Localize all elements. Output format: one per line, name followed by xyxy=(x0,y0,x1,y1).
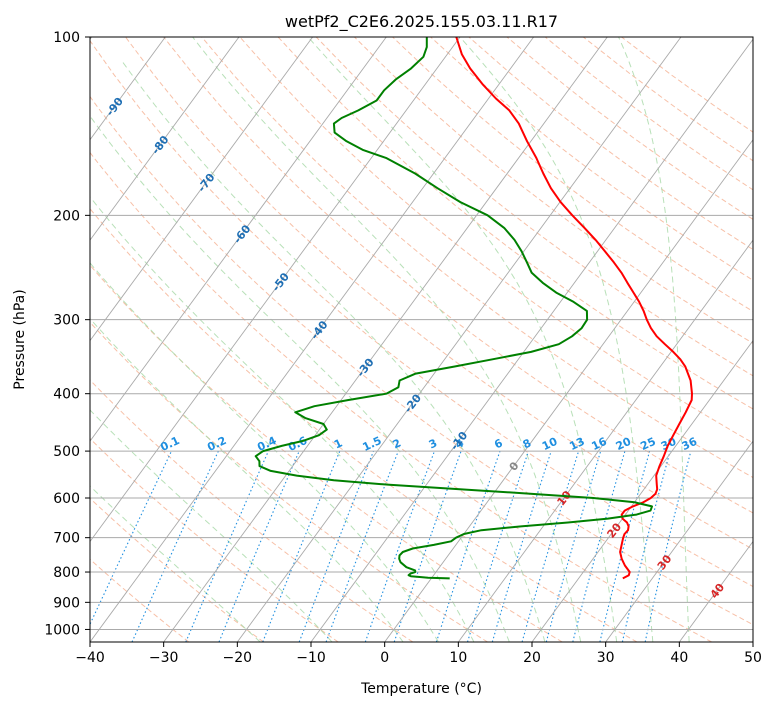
x-tick-label: 50 xyxy=(744,650,762,666)
x-tick-label: 20 xyxy=(523,650,541,666)
x-tick-label: 40 xyxy=(670,650,688,666)
x-tick-label: −30 xyxy=(149,650,179,666)
y-tick-label: 600 xyxy=(53,491,80,507)
y-tick-label: 400 xyxy=(53,387,80,403)
y-tick-label: 1000 xyxy=(44,622,80,638)
y-tick-label: 800 xyxy=(53,565,80,581)
y-tick-label: 100 xyxy=(53,30,80,46)
x-tick-label: 30 xyxy=(597,650,615,666)
chart-title: wetPf2_C2E6.2025.155.03.11.R17 xyxy=(285,12,558,32)
y-axis-label: Pressure (hPa) xyxy=(12,289,28,389)
x-axis-label: Temperature (°C) xyxy=(360,681,482,697)
y-tick-label: 300 xyxy=(53,313,80,329)
y-tick-label: 200 xyxy=(53,208,80,224)
x-tick-label: −20 xyxy=(223,650,253,666)
y-tick-label: 500 xyxy=(53,444,80,460)
x-tick-label: 10 xyxy=(449,650,467,666)
y-tick-label: 900 xyxy=(53,595,80,611)
x-tick-label: 0 xyxy=(380,650,389,666)
y-tick-label: 700 xyxy=(53,531,80,547)
x-tick-label: −40 xyxy=(75,650,105,666)
x-tick-label: −10 xyxy=(296,650,326,666)
